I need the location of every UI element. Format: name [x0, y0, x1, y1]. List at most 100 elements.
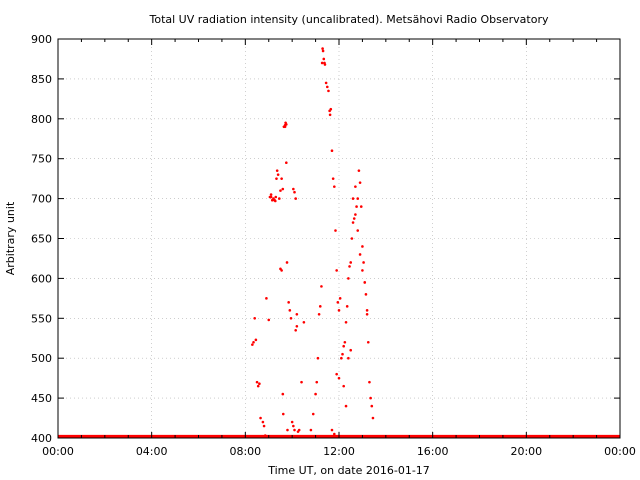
- data-point: [361, 245, 364, 248]
- data-point: [365, 309, 369, 312]
- data-point: [356, 197, 360, 200]
- data-point: [320, 285, 323, 288]
- data-point: [371, 416, 375, 420]
- data-point: [350, 237, 354, 240]
- data-point: [330, 149, 334, 153]
- x-tick-label: 20:00: [510, 445, 542, 458]
- y-tick-labels: 400 450 500 550 600 650 700 750 800 850 900: [31, 33, 52, 445]
- y-axis-title: Arbitrary unit: [4, 201, 17, 275]
- data-point: [368, 380, 371, 384]
- data-point: [290, 420, 294, 424]
- data-point: [274, 195, 278, 199]
- data-point: [321, 47, 324, 50]
- y-tick-label: 600: [31, 272, 52, 285]
- data-point: [275, 177, 278, 180]
- data-point: [345, 305, 349, 308]
- data-point: [294, 197, 297, 200]
- data-point: [258, 382, 261, 386]
- y-tick-label: 550: [31, 312, 52, 325]
- data-point: [252, 340, 255, 344]
- data-point: [370, 404, 374, 408]
- data-point: [285, 161, 288, 164]
- data-point: [279, 189, 282, 192]
- y-tick-label: 700: [31, 193, 52, 206]
- data-point: [331, 177, 335, 180]
- data-point: [362, 261, 365, 264]
- data-point: [351, 197, 355, 200]
- data-point: [321, 49, 325, 53]
- data-point: [327, 89, 330, 93]
- x-tick-label: 00:00: [604, 445, 636, 458]
- data-point: [325, 85, 329, 89]
- x-axis-title: Time UT, on date 2016-01-17: [267, 464, 430, 477]
- data-point: [297, 428, 301, 432]
- data-point: [297, 435, 301, 438]
- y-tick-label: 900: [31, 33, 52, 46]
- axis-ticks: [57, 38, 621, 439]
- data-point: [283, 125, 287, 129]
- data-point: [262, 424, 266, 428]
- data-point: [316, 356, 320, 360]
- data-point: [256, 384, 260, 388]
- data-point: [351, 221, 355, 224]
- data-point: [338, 297, 342, 300]
- data-point: [268, 195, 272, 199]
- data-point: [259, 416, 262, 420]
- data-point: [311, 412, 315, 416]
- x-tick-label: 04:00: [136, 445, 168, 458]
- data-point: [277, 197, 281, 200]
- data-point: [280, 177, 283, 180]
- data-point: [317, 313, 321, 316]
- grid-lines: [58, 39, 620, 438]
- y-tick-label: 750: [31, 153, 52, 166]
- data-point: [358, 253, 362, 256]
- y-tick-label: 400: [31, 432, 52, 445]
- data-point: [340, 356, 343, 360]
- data-point: [328, 113, 332, 117]
- data-point: [366, 340, 370, 344]
- data-point: [356, 229, 360, 232]
- x-tick-label: 12:00: [323, 445, 355, 458]
- data-point: [358, 181, 362, 184]
- data-point: [318, 305, 322, 308]
- data-point: [314, 392, 317, 396]
- data-point: [364, 293, 368, 296]
- data-point: [300, 380, 303, 384]
- data-point: [369, 396, 372, 400]
- data-point: [352, 217, 356, 220]
- data-point: [292, 187, 295, 191]
- data-point: [286, 428, 289, 432]
- data-point: [344, 320, 348, 324]
- data-point: [302, 320, 306, 324]
- data-point: [253, 317, 256, 320]
- data-point: [269, 193, 273, 196]
- x-tick-labels: 00:00 04:00 08:00 12:00 16:00 20:00 00:00: [42, 445, 636, 458]
- data-point: [337, 376, 341, 380]
- data-point: [293, 428, 296, 432]
- y-tick-label: 450: [31, 392, 52, 405]
- data-point: [276, 173, 280, 176]
- chart-title: Total UV radiation intensity (uncalibrat…: [149, 13, 549, 26]
- data-point: [348, 265, 351, 268]
- data-point: [347, 356, 350, 360]
- data-point: [343, 340, 347, 344]
- x-tick-label: 00:00: [42, 445, 74, 458]
- y-tick-label: 500: [31, 352, 52, 365]
- data-point: [251, 343, 254, 346]
- data-point: [274, 199, 277, 203]
- x-tick-label: 16:00: [417, 445, 449, 458]
- data-point: [315, 380, 319, 384]
- data-point: [359, 205, 363, 208]
- data-point: [292, 424, 295, 428]
- data-point: [329, 107, 333, 111]
- data-point: [342, 344, 345, 348]
- data-point: [281, 412, 285, 416]
- data-point: [355, 205, 358, 208]
- data-point: [289, 317, 293, 320]
- data-point: [267, 318, 271, 322]
- data-point: [254, 338, 258, 342]
- data-point: [354, 213, 357, 216]
- data-point: [333, 185, 336, 188]
- data-point: [285, 261, 289, 264]
